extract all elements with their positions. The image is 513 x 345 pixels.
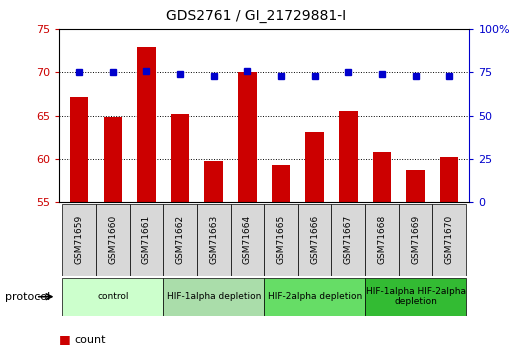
Bar — [272, 165, 290, 202]
Text: GSM71661: GSM71661 — [142, 215, 151, 264]
Bar — [130, 204, 163, 276]
Bar — [238, 71, 256, 202]
Text: control: control — [97, 292, 129, 301]
Text: GDS2761 / GI_21729881-I: GDS2761 / GI_21729881-I — [166, 9, 347, 23]
Text: GSM71668: GSM71668 — [378, 215, 386, 264]
Bar — [104, 117, 122, 202]
Text: GSM71670: GSM71670 — [445, 215, 453, 264]
Text: GSM71666: GSM71666 — [310, 215, 319, 264]
Text: HIF-1alpha HIF-2alpha
depletion: HIF-1alpha HIF-2alpha depletion — [366, 287, 466, 306]
Text: GSM71660: GSM71660 — [108, 215, 117, 264]
Bar — [96, 204, 130, 276]
Text: GSM71667: GSM71667 — [344, 215, 353, 264]
Text: GSM71665: GSM71665 — [277, 215, 286, 264]
Bar — [264, 278, 365, 316]
Bar — [365, 278, 466, 316]
Bar — [137, 47, 156, 202]
Bar — [63, 204, 96, 276]
Bar — [331, 204, 365, 276]
Text: GSM71662: GSM71662 — [175, 215, 185, 264]
Bar — [205, 161, 223, 202]
Bar — [440, 157, 459, 202]
Bar — [305, 132, 324, 202]
Text: GSM71663: GSM71663 — [209, 215, 218, 264]
Bar — [230, 204, 264, 276]
Bar — [70, 97, 88, 202]
Text: protocol: protocol — [5, 292, 50, 302]
Text: GSM71659: GSM71659 — [75, 215, 84, 264]
Bar — [399, 204, 432, 276]
Text: count: count — [74, 335, 106, 345]
Text: HIF-1alpha depletion: HIF-1alpha depletion — [167, 292, 261, 301]
Bar — [432, 204, 466, 276]
Text: GSM71669: GSM71669 — [411, 215, 420, 264]
Text: ■: ■ — [59, 333, 71, 345]
Bar — [63, 278, 163, 316]
Bar — [372, 152, 391, 202]
Bar — [197, 204, 230, 276]
Bar — [264, 204, 298, 276]
Bar — [163, 204, 197, 276]
Text: HIF-2alpha depletion: HIF-2alpha depletion — [267, 292, 362, 301]
Bar — [339, 111, 358, 202]
Bar — [406, 170, 425, 202]
Text: GSM71664: GSM71664 — [243, 215, 252, 264]
Bar — [365, 204, 399, 276]
Bar — [171, 114, 189, 202]
Bar — [163, 278, 264, 316]
Bar — [298, 204, 331, 276]
